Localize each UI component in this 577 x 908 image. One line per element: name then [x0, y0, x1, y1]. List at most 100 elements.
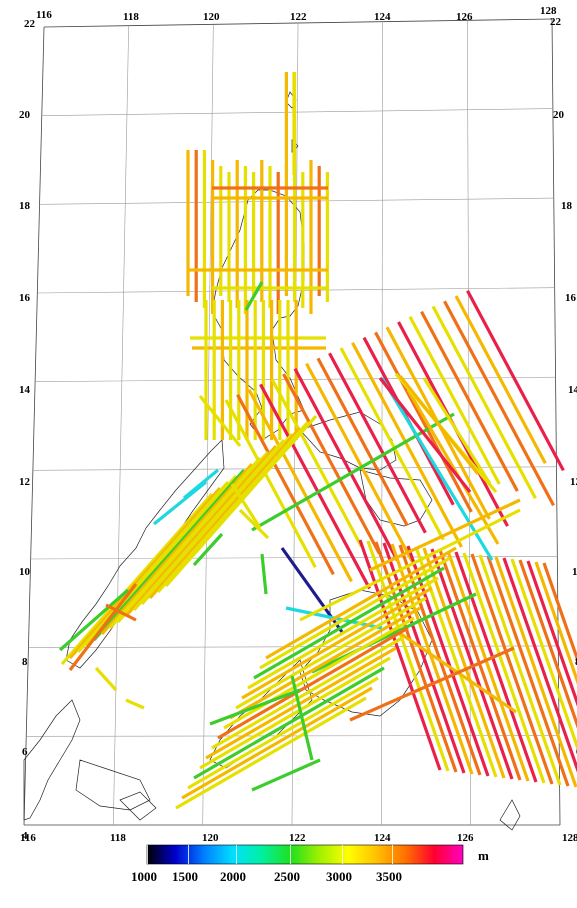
survey-line: [100, 462, 254, 636]
survey-line: [369, 498, 521, 572]
lon-tick-bottom: 122: [289, 832, 306, 844]
survey-line: [193, 666, 385, 780]
lon-tick-top: 120: [203, 11, 220, 23]
survey-line: [217, 626, 409, 740]
survey-line: [414, 546, 498, 778]
lat-tick-left: 22: [24, 18, 36, 30]
survey-line: [156, 420, 310, 594]
survey-line: [181, 686, 373, 800]
survey-line: [282, 373, 381, 555]
lat-tick-left: 16: [19, 292, 31, 304]
survey-line: [349, 646, 515, 722]
lon-tick-top: 122: [290, 11, 307, 23]
survey-line: [60, 492, 214, 666]
coastline: [119, 791, 157, 821]
survey-line: [382, 542, 466, 774]
colorbar-unit: m: [478, 848, 489, 863]
survey-line: [209, 688, 301, 726]
survey-line: [462, 552, 546, 784]
survey-line: [438, 549, 522, 781]
lat-tick-right: 16: [565, 292, 577, 304]
survey-line: [198, 395, 242, 447]
lat-tick-right: 14: [568, 384, 577, 396]
lon-tick-top: 116: [36, 9, 52, 21]
survey-line: [378, 377, 472, 493]
parallel: [41, 108, 553, 116]
lon-tick-bottom: 126: [457, 832, 474, 844]
survey-line: [398, 375, 480, 475]
survey-line: [68, 583, 138, 671]
survey-line: [454, 551, 538, 783]
survey-line: [374, 331, 473, 513]
survey-line: [182, 468, 220, 500]
meridian: [113, 25, 129, 826]
survey-line: [132, 438, 286, 612]
survey-line: [446, 550, 530, 782]
survey-line: [486, 555, 570, 787]
coastline: [499, 799, 521, 831]
meridian: [202, 24, 214, 826]
survey-lines: [58, 72, 577, 810]
survey-line: [76, 480, 230, 654]
survey-line: [293, 368, 399, 562]
survey-line: [253, 566, 445, 680]
survey-line: [211, 636, 403, 750]
survey-line: [92, 468, 246, 642]
survey-line: [124, 444, 278, 618]
survey-line: [105, 603, 137, 622]
lon-tick-top: 118: [123, 11, 139, 23]
survey-line: [247, 388, 353, 583]
survey-line: [351, 342, 463, 548]
parallel: [39, 197, 554, 205]
lon-tick-top: 128: [540, 5, 557, 17]
survey-line: [259, 556, 451, 670]
survey-line: [420, 310, 519, 492]
lon-tick-top: 124: [374, 11, 391, 23]
lat-tick-left: 12: [19, 476, 31, 488]
survey-line: [68, 486, 222, 660]
survey-line: [478, 554, 562, 786]
colorbar-tick-label: 3000: [326, 869, 352, 884]
survey-line: [58, 588, 130, 652]
survey-line: [251, 758, 321, 792]
survey-line: [466, 290, 565, 472]
colorbar-ramp: [146, 844, 464, 865]
survey-line: [270, 378, 363, 548]
survey-line: [235, 596, 427, 710]
colorbar-tick-label: 3500: [376, 869, 402, 884]
meridian: [467, 20, 471, 826]
coastline: [23, 699, 81, 821]
survey-line: [260, 553, 268, 595]
survey-line: [224, 399, 317, 568]
survey-line: [259, 383, 371, 590]
survey-line: [238, 508, 270, 540]
parallel: [30, 556, 558, 560]
survey-line: [251, 412, 455, 532]
lat-tick-left: 6: [22, 746, 28, 758]
survey-line: [422, 547, 506, 779]
lat-tick-left: 8: [22, 656, 28, 668]
parallel: [26, 735, 560, 737]
colorbar-tick-label: 1000: [131, 869, 157, 884]
survey-line: [265, 546, 457, 660]
survey-line: [299, 508, 521, 622]
lat-tick-left: 10: [19, 566, 31, 578]
lon-tick-bottom: 116: [20, 832, 36, 844]
survey-line: [408, 316, 501, 485]
parallel: [32, 466, 557, 471]
lon-tick-bottom: 120: [202, 832, 219, 844]
survey-line: [526, 560, 577, 707]
lat-tick-right: 20: [553, 109, 565, 121]
survey-line: [510, 558, 577, 751]
survey-line: [431, 305, 537, 499]
survey-line: [244, 281, 264, 311]
survey-line: [205, 646, 397, 760]
lat-tick-right: 22: [550, 16, 562, 28]
lon-tick-bottom: 118: [110, 832, 126, 844]
survey-line: [542, 562, 577, 663]
survey-line: [311, 592, 477, 674]
survey-line: [192, 532, 224, 567]
survey-line: [518, 559, 577, 729]
colorbar-tick-label: 1500: [172, 869, 198, 884]
